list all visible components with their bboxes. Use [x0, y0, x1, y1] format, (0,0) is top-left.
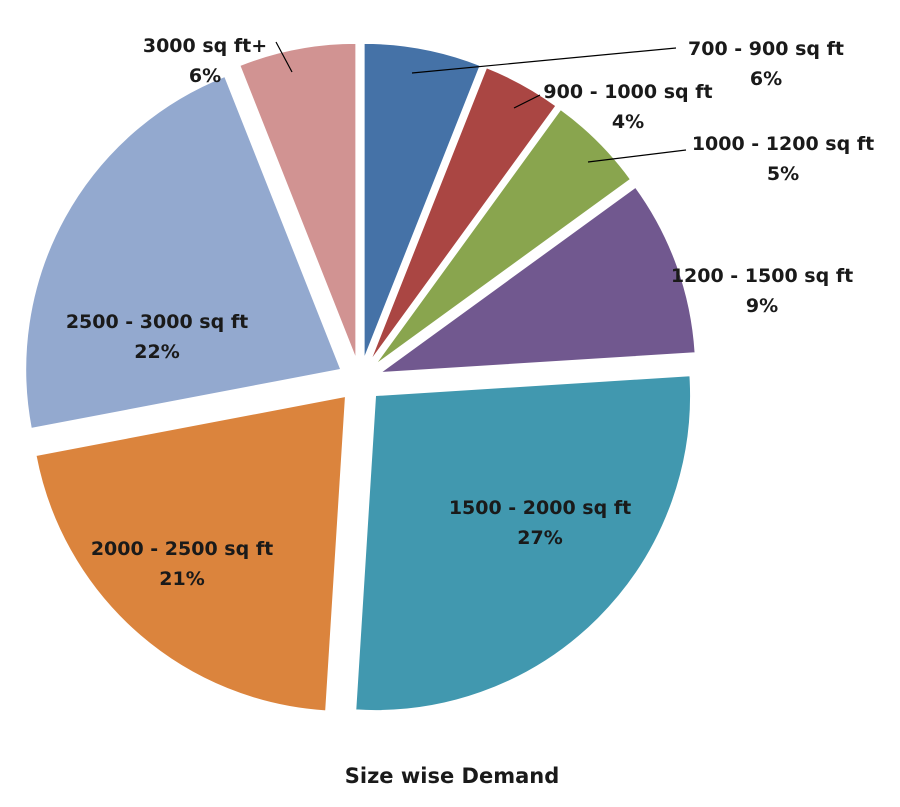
- slice-value-label-5: 27%: [517, 527, 562, 549]
- pie-slice-6: [35, 395, 346, 712]
- pie-slice-3: [375, 108, 632, 365]
- slice-category-label-5: 1500 - 2000 sq ft: [449, 497, 631, 519]
- pie-slice-2: [370, 67, 557, 362]
- pie-slice-5: [355, 375, 692, 712]
- leader-line-8: [275, 41, 293, 73]
- slice-value-label-4: 9%: [746, 295, 778, 317]
- slice-category-label-4: 1200 - 1500 sq ft: [671, 265, 853, 287]
- pie-slice-4: [379, 186, 696, 374]
- pie-slice-7: [25, 75, 342, 430]
- slice-value-label-2: 4%: [612, 111, 644, 133]
- slice-value-label-3: 5%: [767, 163, 799, 185]
- pie-slices: [25, 42, 696, 712]
- slice-labels: 700 - 900 sq ft 6% 900 - 1000 sq ft 4% 1000 …: [66, 35, 874, 590]
- leader-line-1: [411, 47, 677, 74]
- slice-value-label-1: 6%: [750, 68, 782, 90]
- slice-value-label-8: 6%: [189, 65, 221, 87]
- pie-slice-8: [239, 42, 357, 359]
- leader-lines: [275, 41, 687, 163]
- slice-category-label-7: 2500 - 3000 sq ft: [66, 311, 248, 333]
- leader-line-2: [513, 94, 541, 109]
- slice-value-label-7: 22%: [134, 341, 179, 363]
- slice-category-label-3: 1000 - 1200 sq ft: [692, 133, 874, 155]
- slice-category-label-8: 3000 sq ft+: [143, 35, 267, 57]
- slice-value-label-6: 21%: [159, 568, 204, 590]
- leader-line-3: [587, 149, 687, 163]
- slice-category-label-2: 900 - 1000 sq ft: [543, 81, 712, 103]
- pie-slice-1: [363, 42, 481, 359]
- slice-category-label-6: 2000 - 2500 sq ft: [91, 538, 273, 560]
- slice-category-label-1: 700 - 900 sq ft: [688, 38, 844, 60]
- chart-title: Size wise Demand: [345, 764, 559, 788]
